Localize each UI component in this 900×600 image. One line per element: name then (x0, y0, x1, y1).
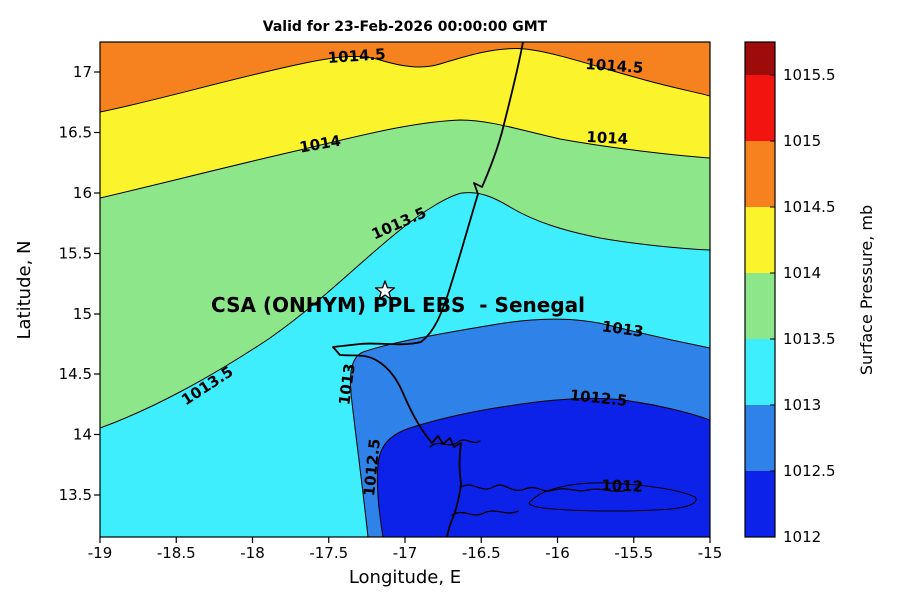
contour-line-1013p5 (100, 192, 710, 429)
y-tick-label: 14 (73, 426, 92, 444)
x-axis-label: Longitude, E (349, 567, 461, 588)
x-tick-label: -15.5 (614, 544, 653, 562)
x-tick-label: -17 (393, 544, 418, 562)
colorbar-band-1013-1013p5 (745, 339, 775, 405)
coastline (332, 42, 524, 537)
x-tick-label: -16 (545, 544, 570, 562)
contour-label: 1013 (601, 317, 645, 341)
colorbar-tick-label: 1012.5 (783, 462, 836, 480)
colorbar-band-1015-1015p5 (745, 75, 775, 141)
colorbar-tick-label: 1015.5 (783, 66, 836, 84)
colorbar-tick-label: 1012 (783, 528, 821, 546)
y-tick-label: 16.5 (59, 124, 92, 142)
colorbar-tick-marks (770, 74, 775, 538)
casamance-river (451, 510, 519, 516)
colorbar-tick-label: 1014 (783, 264, 821, 282)
contour-label: 1014.5 (585, 55, 644, 77)
x-tick-marks (99, 537, 711, 543)
y-tick-label: 15.5 (59, 245, 92, 263)
coastline-group (332, 42, 625, 537)
site-group: CSA (ONHYM) PPL EBS - Senegal (211, 280, 585, 317)
x-tick-label: -16.5 (462, 544, 501, 562)
contour-label: 1014.5 (327, 45, 386, 67)
x-axis-tick-labels: -19 -18.5 -18 -17.5 -17 -16.5 -16 -15.5 … (88, 544, 723, 562)
contour-label: 1014 (586, 128, 629, 148)
y-tick-marks (94, 71, 100, 496)
contour-label: 1012 (601, 476, 643, 495)
contour-line-1012p5 (376, 397, 710, 537)
contour-lines (100, 48, 710, 537)
y-axis-label: Latitude, N (14, 241, 35, 340)
x-tick-label: -19 (88, 544, 113, 562)
colorbar-tick-label: 1013.5 (783, 330, 836, 348)
y-tick-label: 17 (73, 63, 92, 81)
saloum-river (429, 439, 481, 448)
gambia-river (460, 484, 625, 493)
contour-label: 1013 (335, 362, 359, 406)
site-label: CSA (ONHYM) PPL EBS - Senegal (211, 293, 585, 317)
y-tick-label: 15 (73, 305, 92, 323)
colorbar-band-1014-1014p5 (745, 207, 775, 273)
colorbar-band-1012-1012p5 (745, 471, 775, 537)
y-tick-label: 16 (73, 184, 92, 202)
site-marker-star-icon (374, 280, 396, 300)
colorbar-band-above-1015p5 (745, 42, 775, 75)
colorbar-tick-label: 1013 (783, 396, 821, 414)
colorbar-tick-labels: 1015.5 1015 1014.5 1014 1013.5 1013 1012… (783, 66, 836, 546)
x-tick-label: -15 (698, 544, 723, 562)
contour-line-1012-closed-low (528, 482, 697, 512)
band-1012-1012p5-dark-blue (377, 398, 710, 537)
contour-label: 1012.5 (360, 438, 384, 497)
pressure-bands (100, 42, 710, 537)
colorbar: 1015.5 1015 1014.5 1014 1013.5 1013 1012… (744, 41, 876, 546)
contour-label: 1012.5 (569, 386, 628, 410)
colorbar-tick-label: 1014.5 (783, 198, 836, 216)
x-tick-label: -17.5 (309, 544, 348, 562)
colorbar-tick-label: 1015 (783, 132, 821, 150)
y-tick-label: 13.5 (59, 486, 92, 504)
contour-line-1013 (349, 318, 710, 537)
contour-line-1014 (100, 119, 710, 199)
colorbar-border (744, 41, 776, 538)
colorbar-band-1014p5-1015 (745, 141, 775, 207)
y-tick-label: 14.5 (59, 365, 92, 383)
contour-line-1014p5 (100, 48, 710, 113)
x-tick-label: -18 (240, 544, 265, 562)
plot-frame (94, 41, 711, 543)
colorbar-band-1013p5-1014 (745, 273, 775, 339)
plot-title: Valid for 23-Feb-2026 00:00:00 GMT (263, 19, 548, 35)
colorbar-band-1012p5-1013 (745, 405, 775, 471)
y-axis-tick-labels: 17 16.5 16 15.5 15 14.5 14 13.5 (59, 63, 92, 504)
colorbar-axis-label: Surface Pressure, mb (857, 205, 876, 375)
x-tick-label: -18.5 (157, 544, 196, 562)
